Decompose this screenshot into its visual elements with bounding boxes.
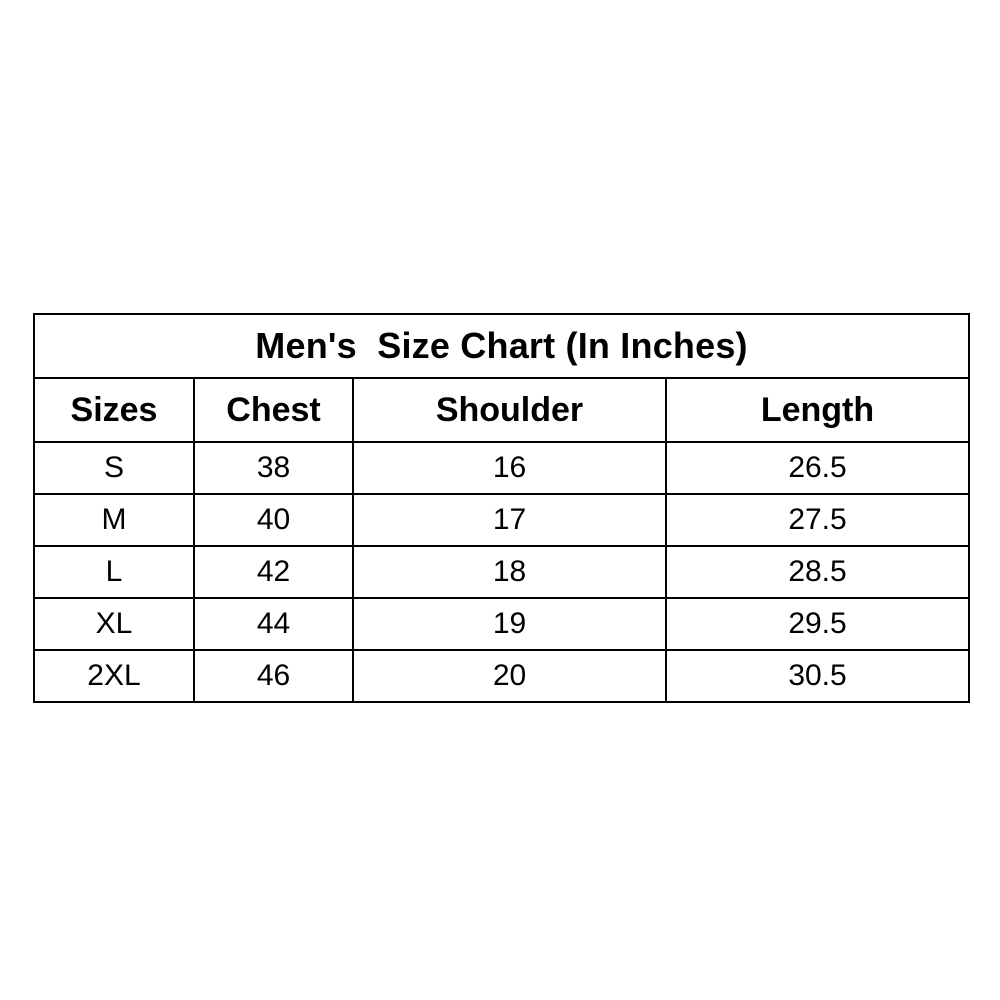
cell-chest: 38 xyxy=(193,441,354,495)
cell-length: 28.5 xyxy=(664,545,971,599)
size-chart-title-row: Men's Size Chart (In Inches) xyxy=(32,313,971,379)
table-row: XL 44 19 29.5 xyxy=(33,597,971,651)
cell-size: L xyxy=(33,545,195,599)
cell-size: M xyxy=(33,493,195,547)
cell-length: 29.5 xyxy=(664,597,971,651)
cell-size: XL xyxy=(33,597,195,651)
cell-size: S xyxy=(33,441,195,495)
cell-shoulder: 20 xyxy=(352,649,667,703)
cell-size: 2XL xyxy=(33,649,195,703)
cell-chest: 44 xyxy=(193,597,354,651)
cell-shoulder: 17 xyxy=(352,493,667,547)
column-header-length: Length xyxy=(664,377,971,443)
size-chart-title: Men's Size Chart (In Inches) xyxy=(32,313,971,379)
cell-chest: 40 xyxy=(193,493,354,547)
cell-shoulder: 16 xyxy=(352,441,667,495)
cell-length: 27.5 xyxy=(664,493,971,547)
table-row: M 40 17 27.5 xyxy=(33,493,971,547)
cell-shoulder: 18 xyxy=(352,545,667,599)
cell-chest: 42 xyxy=(193,545,354,599)
size-chart-header-row: Sizes Chest Shoulder Length xyxy=(33,377,971,443)
size-chart-table: Men's Size Chart (In Inches) Sizes Chest… xyxy=(32,313,971,703)
cell-length: 26.5 xyxy=(664,441,971,495)
table-row: S 38 16 26.5 xyxy=(33,441,971,495)
cell-length: 30.5 xyxy=(664,649,971,703)
column-header-sizes: Sizes xyxy=(33,377,195,443)
column-header-chest: Chest xyxy=(193,377,354,443)
cell-shoulder: 19 xyxy=(352,597,667,651)
column-header-shoulder: Shoulder xyxy=(352,377,667,443)
table-row: L 42 18 28.5 xyxy=(33,545,971,599)
table-row: 2XL 46 20 30.5 xyxy=(33,649,971,703)
cell-chest: 46 xyxy=(193,649,354,703)
